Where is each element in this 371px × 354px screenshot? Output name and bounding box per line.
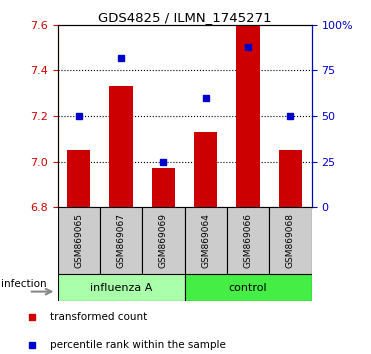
FancyBboxPatch shape	[100, 207, 142, 274]
FancyBboxPatch shape	[185, 274, 312, 301]
FancyBboxPatch shape	[58, 207, 100, 274]
Text: GSM869068: GSM869068	[286, 213, 295, 268]
Title: GDS4825 / ILMN_1745271: GDS4825 / ILMN_1745271	[98, 11, 271, 24]
FancyBboxPatch shape	[185, 207, 227, 274]
FancyBboxPatch shape	[227, 207, 269, 274]
Text: GSM869064: GSM869064	[201, 213, 210, 268]
Bar	[236, 25, 260, 207]
FancyBboxPatch shape	[269, 207, 312, 274]
Bar	[194, 132, 217, 207]
Text: influenza A: influenza A	[90, 282, 152, 293]
Text: GSM869069: GSM869069	[159, 213, 168, 268]
FancyBboxPatch shape	[142, 207, 185, 274]
Bar	[67, 150, 90, 207]
Text: infection: infection	[1, 279, 47, 289]
Text: transformed count: transformed count	[50, 312, 147, 322]
Bar	[152, 169, 175, 207]
Text: GSM869067: GSM869067	[116, 213, 125, 268]
Text: percentile rank within the sample: percentile rank within the sample	[50, 340, 226, 350]
Text: control: control	[229, 282, 267, 293]
Text: GSM869066: GSM869066	[244, 213, 253, 268]
Bar	[109, 86, 133, 207]
Bar	[279, 150, 302, 207]
Text: GSM869065: GSM869065	[74, 213, 83, 268]
FancyBboxPatch shape	[58, 274, 185, 301]
